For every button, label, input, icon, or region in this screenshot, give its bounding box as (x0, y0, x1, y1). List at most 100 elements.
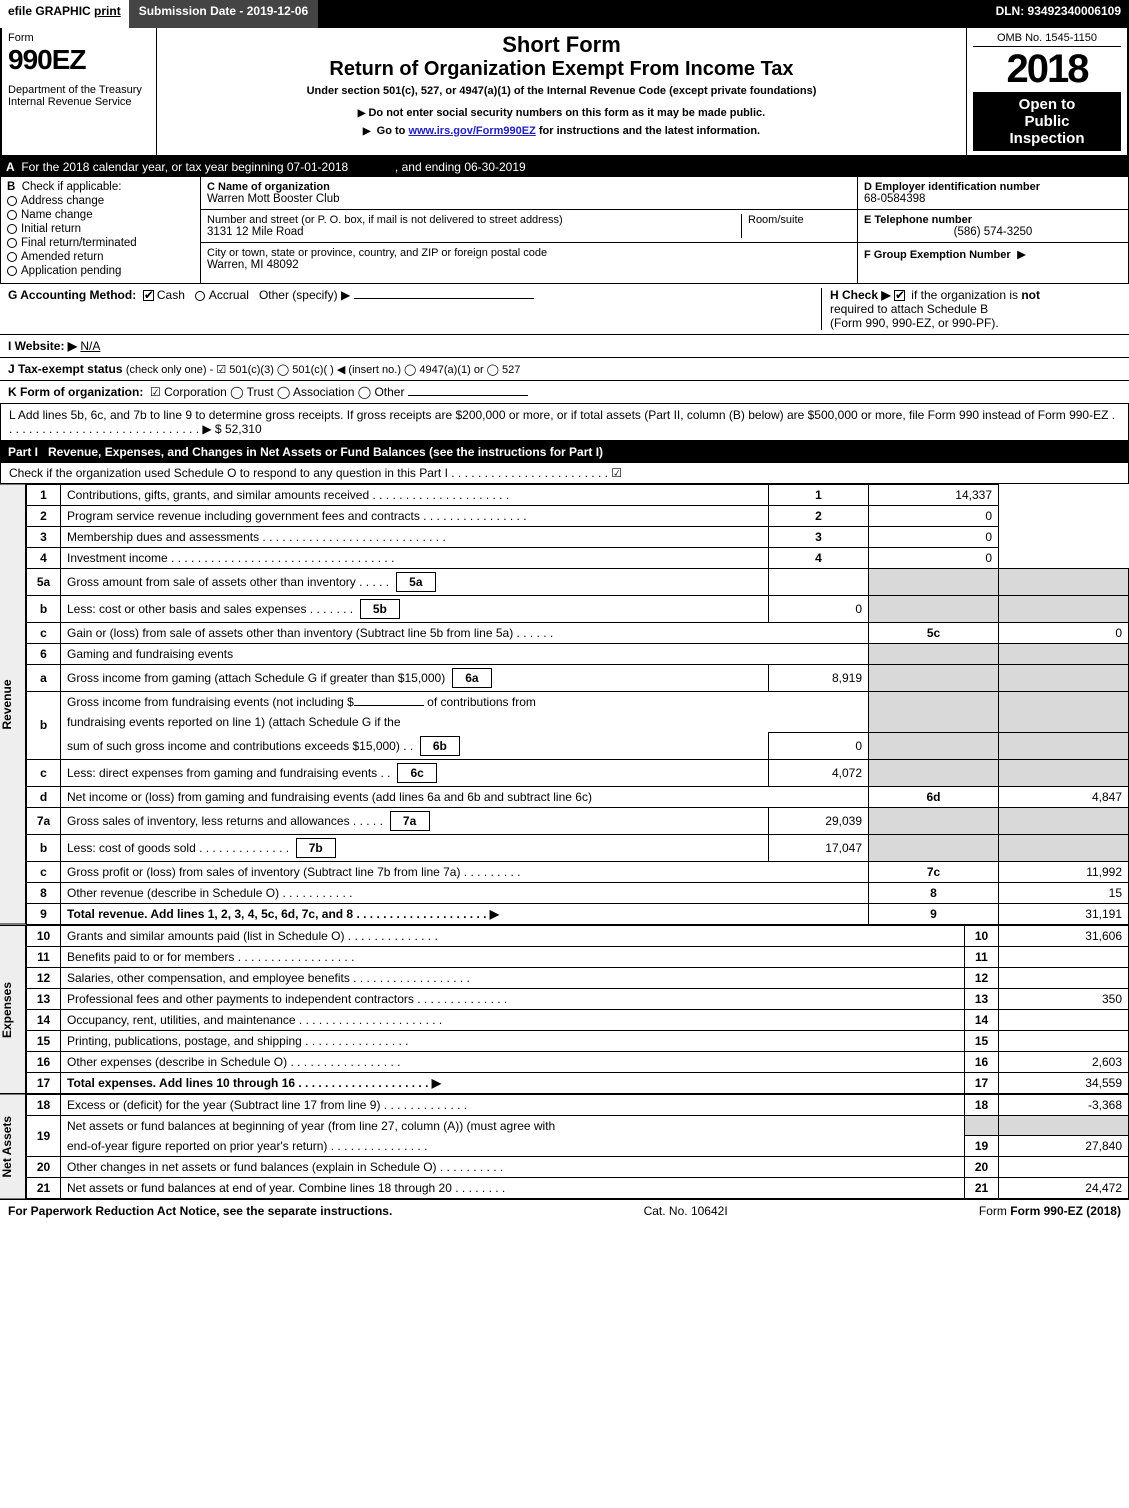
goto-post: for instructions and the latest informat… (539, 125, 760, 137)
box-b-header: Check if applicable: (22, 181, 122, 193)
row-13: 13Professional fees and other payments t… (27, 988, 1129, 1009)
goto-link[interactable]: www.irs.gov/Form990EZ (408, 125, 535, 137)
row-7c: cGross profit or (loss) from sales of in… (27, 861, 1129, 882)
city-state-zip: Warren, MI 48092 (207, 259, 851, 271)
irs-label: Internal Revenue Service (8, 96, 150, 108)
submission-date: Submission Date - 2019-12-06 (129, 0, 318, 28)
c-addr-row: Number and street (or P. O. box, if mail… (201, 210, 857, 243)
ssn-warning: Do not enter social security numbers on … (163, 107, 960, 119)
form-left-cell: Form 990EZ Department of the Treasury In… (2, 28, 157, 155)
goto-pre: Go to (377, 125, 409, 137)
omb-number: OMB No. 1545-1150 (973, 32, 1121, 47)
g-label: G Accounting Method: (8, 288, 136, 302)
row-8: 8Other revenue (describe in Schedule O) … (27, 882, 1129, 903)
expenses-section: Expenses 10Grants and similar amounts pa… (0, 925, 1129, 1094)
open-line2: Public (977, 113, 1117, 130)
i-label: I Website: ▶ (8, 339, 77, 353)
street-address: 3131 12 Mile Road (207, 226, 741, 238)
phone: (586) 574-3250 (864, 226, 1122, 238)
netassets-sidelabel: Net Assets (0, 1094, 26, 1200)
under-section: Under section 501(c), 527, or 4947(a)(1)… (163, 85, 960, 97)
short-form-title: Short Form (163, 32, 960, 58)
row-6a: aGross income from gaming (attach Schedu… (27, 665, 1129, 692)
open-line1: Open to (977, 96, 1117, 113)
entity-info-grid: B Check if applicable: Address change Na… (0, 177, 1129, 284)
f-arrow: ▶ (1017, 249, 1026, 261)
c-name-row: C Name of organization Warren Mott Boost… (201, 177, 857, 210)
k-other-input[interactable] (408, 395, 528, 396)
row-14: 14Occupancy, rent, utilities, and mainte… (27, 1009, 1129, 1030)
chk-initial-return[interactable]: Initial return (7, 223, 194, 235)
line-j: J Tax-exempt status (check only one) ‐ ☑… (0, 358, 1129, 381)
row-9: 9Total revenue. Add lines 1, 2, 3, 4, 5c… (27, 903, 1129, 924)
e-row: E Telephone number (586) 574-3250 (858, 210, 1128, 243)
chk-final-return[interactable]: Final return/terminated (7, 237, 194, 249)
row-6c: cLess: direct expenses from gaming and f… (27, 759, 1129, 786)
website-value: N/A (80, 339, 100, 353)
line-a-period: A For the 2018 calendar year, or tax yea… (0, 157, 1129, 177)
row-6d: dNet income or (loss) from gaming and fu… (27, 786, 1129, 807)
top-bar: efile GRAPHIC print Submission Date - 20… (0, 0, 1129, 28)
d-label: D Employer identification number (864, 181, 1122, 193)
chk-cash[interactable] (143, 290, 154, 301)
chk-h[interactable] (894, 290, 905, 301)
row-11: 11Benefits paid to or for members . . . … (27, 946, 1129, 967)
part1-label: Part I (8, 445, 48, 459)
ein: 68-0584398 (864, 193, 1122, 205)
row-19b: end-of-year figure reported on prior yea… (27, 1136, 1129, 1157)
row-10: 10Grants and similar amounts paid (list … (27, 925, 1129, 946)
row-5c: cGain or (loss) from sale of assets othe… (27, 623, 1129, 644)
row-5b: bLess: cost or other basis and sales exp… (27, 596, 1129, 623)
d-row: D Employer identification number 68-0584… (858, 177, 1128, 210)
dept-treasury: Department of the Treasury (8, 84, 150, 96)
l-text: L Add lines 5b, 6c, and 7b to line 9 to … (9, 408, 1115, 436)
row-7b: bLess: cost of goods sold . . . . . . . … (27, 834, 1129, 861)
room-label: Room/suite (748, 214, 851, 226)
footer-left: For Paperwork Reduction Act Notice, see … (8, 1204, 392, 1218)
form-header: Form 990EZ Department of the Treasury In… (0, 28, 1129, 157)
chk-name-change[interactable]: Name change (7, 209, 194, 221)
row-12: 12Salaries, other compensation, and empl… (27, 967, 1129, 988)
footer-right: Form Form 990-EZ (2018) (979, 1204, 1121, 1218)
k-opts: ☑ Corporation ◯ Trust ◯ Association ◯ Ot… (150, 385, 404, 399)
dln-number: DLN: 93492340006109 (988, 0, 1129, 28)
e-label: E Telephone number (864, 214, 1122, 226)
row-2: 2Program service revenue including gover… (27, 506, 1129, 527)
chk-address-change[interactable]: Address change (7, 195, 194, 207)
row-6b-1: bGross income from fundraising events (n… (27, 692, 1129, 713)
g-other: Other (specify) ▶ (259, 288, 350, 302)
chk-amended-return[interactable]: Amended return (7, 251, 194, 263)
expenses-table: 10Grants and similar amounts paid (list … (26, 925, 1129, 1094)
expenses-sidelabel: Expenses (0, 925, 26, 1094)
row-3: 3Membership dues and assessments . . . .… (27, 527, 1129, 548)
g-other-input[interactable] (354, 298, 534, 299)
netassets-section: Net Assets 18Excess or (deficit) for the… (0, 1094, 1129, 1200)
row-18: 18Excess or (deficit) for the year (Subt… (27, 1094, 1129, 1115)
box-b: B Check if applicable: Address change Na… (1, 177, 201, 283)
topbar-spacer (318, 0, 987, 28)
f-row: F Group Exemption Number ▶ (858, 243, 1128, 265)
c-city-row: City or town, state or province, country… (201, 243, 857, 275)
city-label: City or town, state or province, country… (207, 247, 851, 259)
line-l: L Add lines 5b, 6c, and 7b to line 9 to … (0, 404, 1129, 441)
row-4: 4Investment income . . . . . . . . . . .… (27, 548, 1129, 569)
chk-application-pending[interactable]: Application pending (7, 265, 194, 277)
chk-accrual[interactable] (195, 291, 205, 301)
line-gh: G Accounting Method: Cash Accrual Other … (0, 284, 1129, 335)
arrow-icon (363, 125, 374, 137)
part1-header: Part I Revenue, Expenses, and Changes in… (0, 441, 1129, 463)
tax-year: 2018 (973, 47, 1121, 92)
part1-title: Revenue, Expenses, and Changes in Net As… (48, 445, 603, 459)
efile-tag: efile GRAPHIC print (0, 0, 129, 28)
revenue-sidelabel: Revenue (0, 484, 26, 925)
efile-print[interactable]: print (94, 4, 121, 18)
row-1: 1Contributions, gifts, grants, and simil… (27, 485, 1129, 506)
h-not: not (1021, 288, 1040, 302)
contrib-input[interactable] (354, 705, 424, 706)
h-text2: required to attach Schedule B (830, 302, 988, 316)
goto-line: Go to www.irs.gov/Form990EZ for instruct… (163, 125, 960, 137)
h-label: H Check ▶ (830, 288, 891, 302)
line-k: K Form of organization: ☑ Corporation ◯ … (0, 381, 1129, 404)
revenue-section: Revenue 1Contributions, gifts, grants, a… (0, 484, 1129, 925)
row-16: 16Other expenses (describe in Schedule O… (27, 1051, 1129, 1072)
